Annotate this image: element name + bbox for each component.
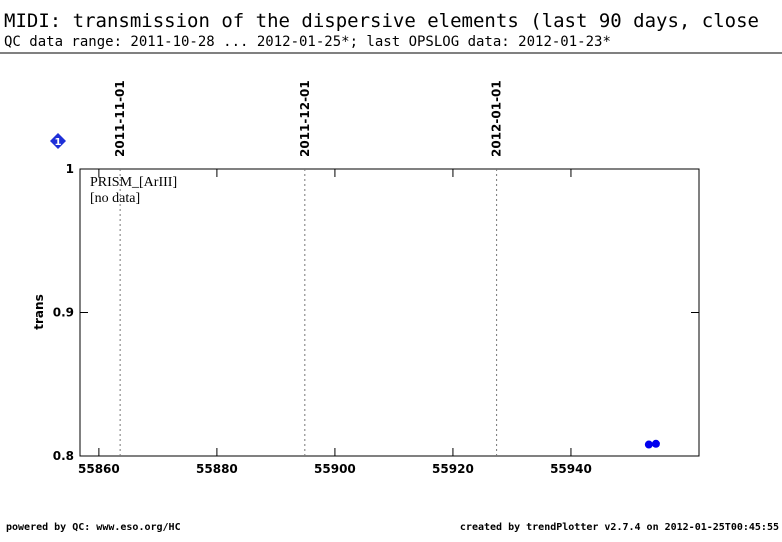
- date-label: 2011-11-01: [113, 80, 127, 157]
- x-tick-label: 55900: [314, 462, 356, 476]
- chart-subtitle: QC data range: 2011-10-28 ... 2012-01-25…: [4, 34, 611, 50]
- footer-right: created by trendPlotter v2.7.4 on 2012-0…: [460, 522, 779, 533]
- y-tick-label: 0.8: [53, 449, 74, 463]
- plot-frame: [79, 168, 700, 457]
- date-label: 2012-01-01: [490, 80, 504, 157]
- y-tick-label: 1: [66, 162, 74, 176]
- y-axis-label: trans: [32, 294, 46, 329]
- x-tick-label: 55860: [78, 462, 120, 476]
- data-point: [644, 440, 653, 449]
- footer-left: powered by QC: www.eso.org/HC: [6, 522, 181, 533]
- x-tick-label: 55920: [432, 462, 474, 476]
- x-tick-label: 55940: [550, 462, 592, 476]
- marker-diamond: [50, 133, 66, 149]
- y-tick-label: 0.9: [53, 306, 74, 320]
- marker-label: 1: [55, 137, 62, 148]
- panel-label: PRISM_[ArIII]: [90, 175, 177, 190]
- data-point: [651, 439, 660, 448]
- annotation: [no data]: [90, 191, 140, 206]
- chart-title: MIDI: transmission of the dispersive ele…: [4, 10, 759, 32]
- x-tick-label: 55880: [196, 462, 238, 476]
- legend-marker: 1: [50, 133, 66, 149]
- date-label: 2011-12-01: [298, 80, 312, 157]
